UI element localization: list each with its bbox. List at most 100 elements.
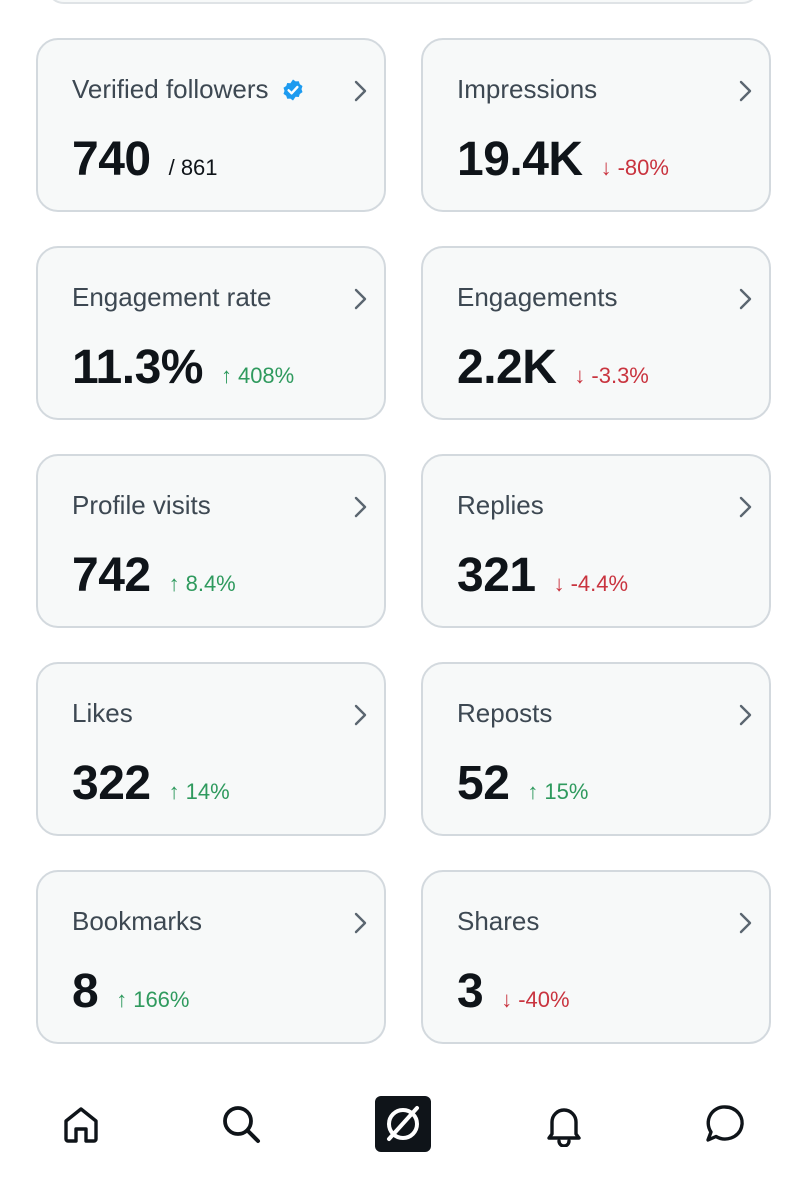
trend-arrow-icon: ↑ <box>168 571 180 596</box>
metric-card-likes[interactable]: Likes 322 ↑ 14% <box>36 662 386 836</box>
nav-home[interactable] <box>53 1096 109 1152</box>
metric-card-shares[interactable]: Shares 3 ↓ -40% <box>421 870 771 1044</box>
metric-delta-value: -80% <box>617 155 669 180</box>
chevron-right-icon <box>739 912 752 934</box>
metric-delta-value: 408% <box>237 363 295 388</box>
trend-arrow-icon: ↓ <box>501 987 513 1012</box>
chevron-right-icon <box>739 496 752 518</box>
metric-card-profile-visits[interactable]: Profile visits 742 ↑ 8.4% <box>36 454 386 628</box>
metric-card-impressions[interactable]: Impressions 19.4K ↓ -80% <box>421 38 771 212</box>
metric-title: Verified followers <box>72 74 269 104</box>
previous-card-edge <box>46 0 760 4</box>
chevron-right-icon <box>354 288 367 310</box>
metric-title: Engagement rate <box>72 282 272 312</box>
chevron-right-icon <box>354 80 367 102</box>
metric-delta: ↑ 8.4% <box>169 571 236 597</box>
metric-delta: ↑ 14% <box>169 779 230 805</box>
metric-value-row: 19.4K ↓ -80% <box>457 132 669 187</box>
metric-total: / 861 <box>168 155 218 180</box>
metric-title-wrap: Engagement rate <box>72 282 271 313</box>
metric-delta-value: 15% <box>544 779 589 804</box>
metric-delta: ↑ 408% <box>221 363 294 389</box>
metric-title-wrap: Shares <box>457 906 539 937</box>
metric-title-wrap: Profile visits <box>72 490 211 521</box>
metric-value: 11.3% <box>72 341 203 394</box>
metric-value: 19.4K <box>457 133 583 186</box>
metric-card-engagement-rate[interactable]: Engagement rate 11.3% ↑ 408% <box>36 246 386 420</box>
metric-delta-value: 166% <box>133 987 190 1012</box>
metric-title-wrap: Reposts <box>457 698 552 729</box>
metric-value-row: 740 / 861 <box>72 132 218 187</box>
metric-value: 322 <box>72 757 151 810</box>
chevron-right-icon <box>354 912 367 934</box>
metric-value: 2.2K <box>457 341 557 394</box>
metric-title: Replies <box>457 490 544 520</box>
metric-value-row: 742 ↑ 8.4% <box>72 548 236 603</box>
metric-delta-value: 8.4% <box>185 571 236 596</box>
metric-title: Reposts <box>457 698 553 728</box>
metrics-grid: Verified followers 740 / 861 Impressions… <box>36 38 771 1044</box>
notifications-icon <box>547 1108 581 1147</box>
metric-title: Bookmarks <box>72 906 203 936</box>
chevron-right-icon <box>739 704 752 726</box>
metric-value: 52 <box>457 757 510 810</box>
metric-delta: ↓ -80% <box>601 155 669 181</box>
bottom-nav <box>0 1080 806 1170</box>
metric-title-wrap: Replies <box>457 490 544 521</box>
metric-delta-value: -4.4% <box>570 571 629 596</box>
metric-value-row: 8 ↑ 166% <box>72 964 189 1019</box>
chevron-right-icon <box>354 496 367 518</box>
nav-search[interactable] <box>213 1096 269 1152</box>
trend-arrow-icon: ↓ <box>553 571 565 596</box>
metric-title: Engagements <box>457 282 618 312</box>
trend-arrow-icon: ↑ <box>527 779 539 804</box>
verified-badge-icon <box>283 79 303 100</box>
search-icon <box>223 1106 260 1143</box>
nav-notifications[interactable] <box>536 1096 592 1152</box>
nav-grok[interactable] <box>375 1096 431 1152</box>
metric-value: 8 <box>72 965 99 1018</box>
metric-value-row: 322 ↑ 14% <box>72 756 230 811</box>
metric-card-replies[interactable]: Replies 321 ↓ -4.4% <box>421 454 771 628</box>
metric-delta: ↑ 166% <box>116 987 189 1013</box>
metric-title-wrap: Engagements <box>457 282 617 313</box>
metric-card-engagements[interactable]: Engagements 2.2K ↓ -3.3% <box>421 246 771 420</box>
metric-delta: ↓ -3.3% <box>574 363 648 389</box>
grok-icon <box>375 1096 431 1152</box>
trend-arrow-icon: ↑ <box>116 987 128 1012</box>
metric-delta-value: 14% <box>185 779 230 804</box>
chevron-right-icon <box>739 80 752 102</box>
metric-value: 740 <box>72 133 151 186</box>
metric-value: 742 <box>72 549 151 602</box>
metric-title-wrap: Verified followers <box>72 74 305 105</box>
metric-title-wrap: Bookmarks <box>72 906 202 937</box>
metric-value: 321 <box>457 549 536 602</box>
metric-delta-value: -3.3% <box>591 363 649 388</box>
metric-value: 3 <box>457 965 484 1018</box>
metric-title: Shares <box>457 906 540 936</box>
metric-card-verified-followers[interactable]: Verified followers 740 / 861 <box>36 38 386 212</box>
metric-value-row: 52 ↑ 15% <box>457 756 588 811</box>
messages-icon <box>706 1105 744 1142</box>
nav-messages[interactable] <box>697 1096 753 1152</box>
metric-value-row: 3 ↓ -40% <box>457 964 570 1019</box>
metric-value-row: 11.3% ↑ 408% <box>72 340 294 395</box>
metric-delta: ↓ -4.4% <box>554 571 628 597</box>
metric-value-row: 2.2K ↓ -3.3% <box>457 340 649 395</box>
metric-title-wrap: Impressions <box>457 74 597 105</box>
metric-title: Profile visits <box>72 490 211 520</box>
chevron-right-icon <box>739 288 752 310</box>
metric-delta-value: -40% <box>518 987 570 1012</box>
metric-card-bookmarks[interactable]: Bookmarks 8 ↑ 166% <box>36 870 386 1044</box>
metric-delta: ↑ 15% <box>527 779 588 805</box>
metric-title-wrap: Likes <box>72 698 133 729</box>
trend-arrow-icon: ↑ <box>168 779 180 804</box>
metric-card-reposts[interactable]: Reposts 52 ↑ 15% <box>421 662 771 836</box>
trend-arrow-icon: ↓ <box>600 155 612 180</box>
home-icon <box>64 1107 98 1143</box>
metric-value-row: 321 ↓ -4.4% <box>457 548 628 603</box>
metric-delta: ↓ -40% <box>501 987 569 1013</box>
trend-arrow-icon: ↑ <box>220 363 232 388</box>
chevron-right-icon <box>354 704 367 726</box>
metric-title: Impressions <box>457 74 598 104</box>
